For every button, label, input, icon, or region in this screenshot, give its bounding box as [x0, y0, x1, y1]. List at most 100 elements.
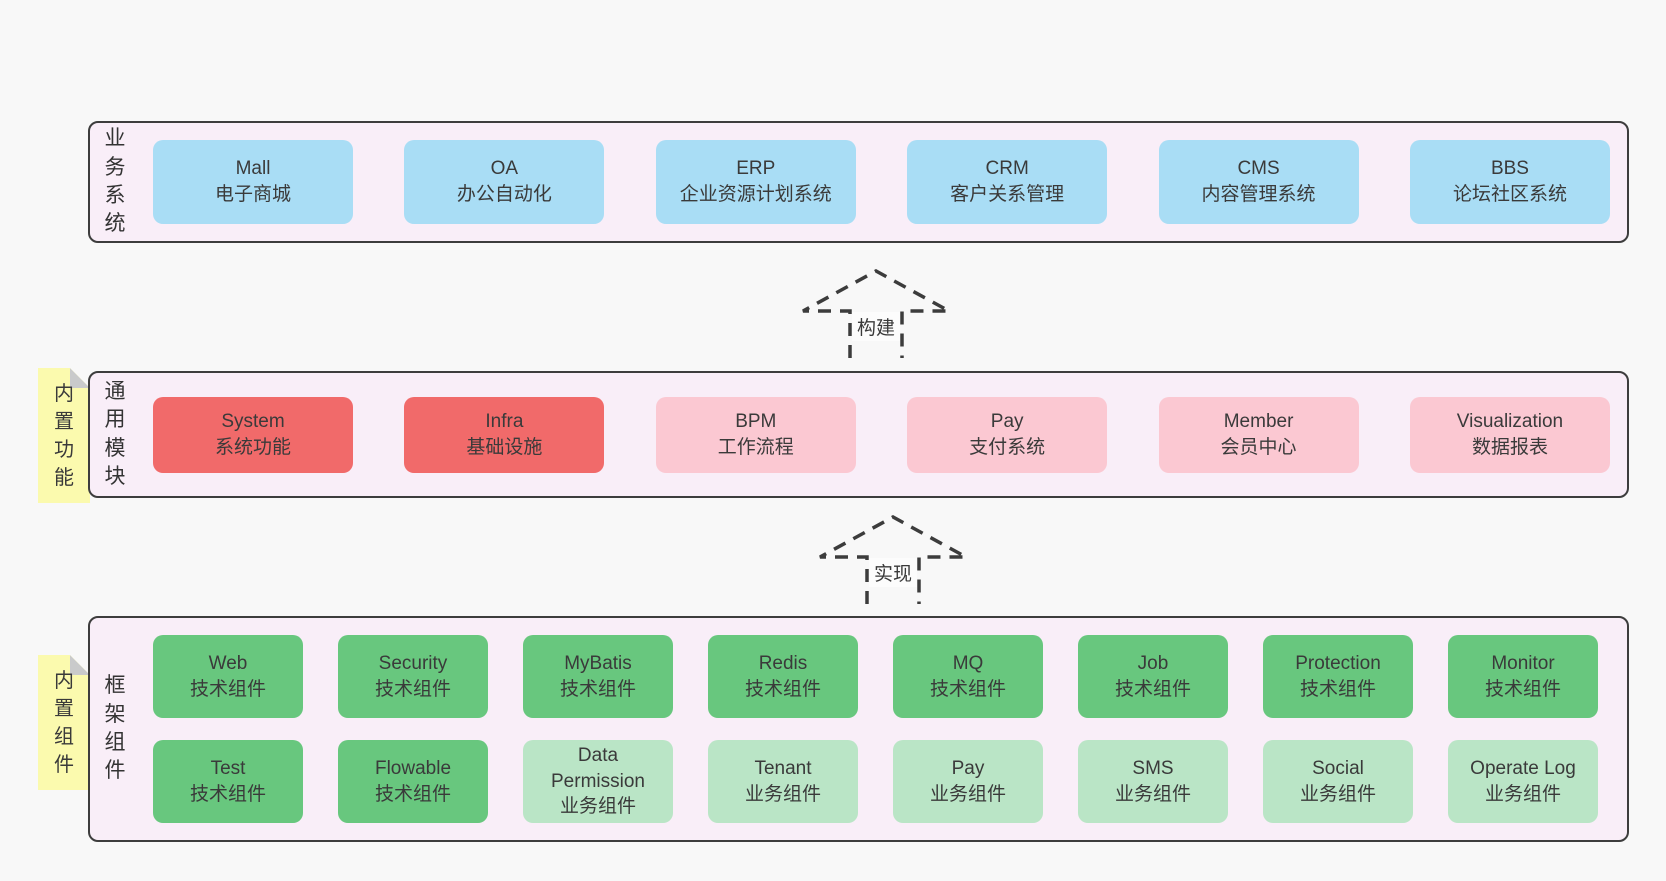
- box-test: Test 技术组件: [153, 740, 303, 823]
- box-title: Flowable: [374, 757, 452, 779]
- arrow-implement: 实现: [818, 514, 968, 604]
- box-title: Redis: [758, 652, 808, 674]
- box-security: Security 技术组件: [338, 635, 488, 718]
- box-subtitle: 技术组件: [559, 678, 636, 700]
- box-title: System: [221, 410, 285, 432]
- box-title: Security: [378, 652, 448, 674]
- box-subtitle: 技术组件: [744, 678, 821, 700]
- box-title: Protection: [1295, 652, 1381, 674]
- box-data-permission: Data Permission 业务组件: [523, 740, 673, 823]
- box-job: Job 技术组件: [1078, 635, 1228, 718]
- box-member: Member 会员中心: [1158, 396, 1359, 473]
- box-subtitle: 系统功能: [214, 436, 291, 458]
- box-mall: Mall 电子商城: [153, 140, 353, 224]
- box-bpm: BPM 工作流程: [655, 396, 856, 473]
- box-title: CRM: [985, 158, 1029, 180]
- sticky-tab-label: 内置组件: [54, 669, 74, 776]
- sticky-tab-builtin-features: 内置功能: [38, 368, 90, 503]
- up-arrow-icon: [802, 269, 950, 358]
- arrow-build: 构建: [801, 268, 951, 358]
- sticky-tab-label: 内置功能: [54, 382, 74, 489]
- box-subtitle: 业务组件: [559, 796, 636, 818]
- box-title: Member: [1223, 410, 1294, 432]
- box-title: Visualization: [1456, 410, 1564, 432]
- box-title: Pay: [951, 757, 985, 779]
- box-mybatis: MyBatis 技术组件: [523, 635, 673, 718]
- box-subtitle: 技术组件: [374, 678, 451, 700]
- box-title: Social: [1312, 757, 1364, 779]
- box-web: Web 技术组件: [153, 635, 303, 718]
- box-title: MyBatis: [564, 652, 632, 674]
- box-title: Data Permission: [551, 745, 645, 792]
- box-subtitle: 工作流程: [717, 436, 794, 458]
- box-title: BBS: [1490, 158, 1529, 180]
- box-subtitle: 会员中心: [1220, 436, 1297, 458]
- box-title: MQ: [952, 652, 984, 674]
- box-social: Social 业务组件: [1263, 740, 1413, 823]
- box-subtitle: 技术组件: [1114, 678, 1191, 700]
- sticky-tab-builtin-components: 内置组件: [38, 655, 90, 790]
- box-subtitle: 支付系统: [969, 436, 1046, 458]
- box-pay-business: Pay 业务组件: [893, 740, 1043, 823]
- box-subtitle: 业务组件: [929, 783, 1006, 805]
- layer-framework-components: 框架组件 Web 技术组件 Security 技术组件 MyBatis 技术组件…: [88, 616, 1629, 842]
- box-title: OA: [490, 158, 519, 180]
- box-system: System 系统功能: [153, 396, 353, 473]
- box-subtitle: 数据报表: [1471, 436, 1548, 458]
- box-title: SMS: [1132, 757, 1174, 779]
- box-subtitle: 业务组件: [744, 783, 821, 805]
- layer-common-modules: 通用模块 System 系统功能 Infra 基础设施 BPM 工作流程 Pay…: [88, 371, 1629, 498]
- box-title: Web: [208, 652, 248, 674]
- box-subtitle: 技术组件: [1299, 678, 1376, 700]
- box-subtitle: 内容管理系统: [1201, 184, 1316, 205]
- box-subtitle: 业务组件: [1299, 783, 1376, 805]
- box-subtitle: 业务组件: [1114, 783, 1191, 805]
- box-tenant: Tenant 业务组件: [708, 740, 858, 823]
- arrow-label: 构建: [851, 312, 901, 341]
- arrow-label: 实现: [868, 558, 918, 587]
- box-bbs: BBS 论坛社区系统: [1409, 140, 1610, 224]
- box-subtitle: 办公自动化: [456, 184, 552, 205]
- box-title: ERP: [736, 158, 776, 180]
- box-title: Tenant: [754, 757, 812, 779]
- box-subtitle: 基础设施: [466, 436, 543, 458]
- box-title: Pay: [990, 410, 1024, 432]
- box-sms: SMS 业务组件: [1078, 740, 1228, 823]
- box-subtitle: 企业资源计划系统: [679, 184, 832, 205]
- box-protection: Protection 技术组件: [1263, 635, 1413, 718]
- box-redis: Redis 技术组件: [708, 635, 858, 718]
- box-operate-log: Operate Log 业务组件: [1448, 740, 1598, 823]
- box-title: Operate Log: [1470, 757, 1576, 779]
- box-monitor: Monitor 技术组件: [1448, 635, 1598, 718]
- box-cms: CMS 内容管理系统: [1158, 140, 1359, 224]
- box-oa: OA 办公自动化: [404, 140, 605, 224]
- box-title: Mall: [235, 158, 271, 180]
- box-flowable: Flowable 技术组件: [338, 740, 488, 823]
- box-title: BPM: [735, 410, 777, 432]
- box-title: Monitor: [1491, 652, 1555, 674]
- layer-business-systems: 业务系统 Mall 电子商城 OA 办公自动化 ERP 企业资源计划系统 CRM…: [88, 121, 1629, 243]
- box-subtitle: 技术组件: [1484, 678, 1561, 700]
- box-crm: CRM 客户关系管理: [907, 140, 1108, 224]
- box-title: CMS: [1237, 158, 1280, 180]
- box-pay: Pay 支付系统: [907, 396, 1108, 473]
- box-subtitle: 电子商城: [214, 184, 291, 205]
- box-subtitle: 技术组件: [929, 678, 1006, 700]
- box-infra: Infra 基础设施: [404, 396, 605, 473]
- box-title: Test: [210, 757, 246, 779]
- box-visualization: Visualization 数据报表: [1409, 396, 1610, 473]
- box-erp: ERP 企业资源计划系统: [655, 140, 856, 224]
- layer-title: 框架组件: [104, 674, 126, 783]
- box-subtitle: 客户关系管理: [950, 184, 1065, 205]
- layer-title: 通用模块: [104, 379, 126, 488]
- box-subtitle: 技术组件: [189, 783, 266, 805]
- box-subtitle: 论坛社区系统: [1452, 184, 1567, 205]
- box-subtitle: 业务组件: [1484, 783, 1561, 805]
- box-mq: MQ 技术组件: [893, 635, 1043, 718]
- up-arrow-icon: [819, 515, 967, 604]
- box-subtitle: 技术组件: [189, 678, 266, 700]
- layer-title: 业务系统: [104, 127, 126, 236]
- box-title: Infra: [485, 410, 524, 432]
- box-subtitle: 技术组件: [374, 783, 451, 805]
